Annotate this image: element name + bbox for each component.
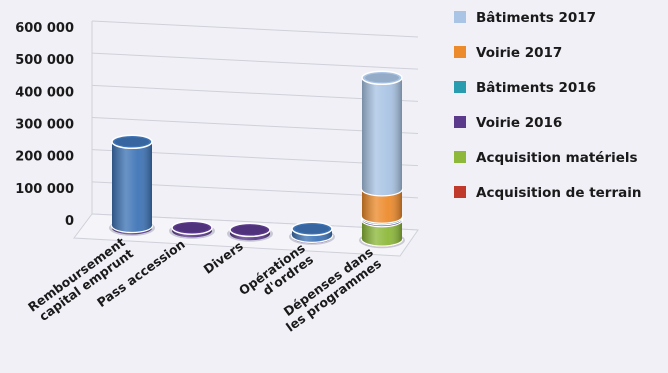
y-tick-label: 0 [65,214,74,229]
bar-shading [362,188,402,223]
y-tick-label: 100 000 [15,182,74,197]
bar-segment [112,141,152,232]
legend-swatch [454,46,466,58]
bar-top-cap [111,134,153,150]
legend-swatch [454,151,466,163]
y-tick-label: 500 000 [15,53,74,68]
legend-item: Acquisition matériels [454,150,638,166]
bar-segment [362,77,402,196]
legend-label: Bâtiments 2017 [476,10,596,26]
gridline [91,52,419,70]
y-tick-label: 400 000 [15,85,74,100]
legend-label: Voirie 2016 [476,115,562,131]
bars [109,70,405,249]
bar-segment [360,219,404,246]
gridline [91,20,419,38]
bar-top-cap [361,70,403,86]
legend-label: Acquisition matériels [476,150,638,166]
legend-label: Bâtiments 2016 [476,80,596,96]
legend-label: Acquisition de terrain [476,185,641,201]
y-tick-label: 600 000 [15,21,74,36]
legend-item: Bâtiments 2016 [454,80,596,96]
bar-top-inner [365,73,399,83]
legend-swatch [454,11,466,23]
legend-swatch [454,116,466,128]
bar-top-inner [295,224,329,234]
legend-item: Voirie 2016 [454,115,562,131]
bar-shading [112,141,152,232]
bar-top-cap [229,222,271,238]
legend-item: Bâtiments 2017 [454,10,596,26]
legend-swatch [454,186,466,198]
bar-top-cap [171,220,213,235]
legend: Bâtiments 2017 Voirie 2017 Bâtiments 2016 V… [454,10,641,201]
bar-top-inner [115,137,149,147]
legend-item: Voirie 2017 [454,45,562,61]
bar-top-inner [233,225,267,235]
y-axis-ticks: 0 100 000 200 000 300 000 400 000 500 000 600 … [15,21,74,229]
bar-top-inner [175,223,209,233]
y-tick-label: 300 000 [15,118,74,133]
bar-shading [362,77,402,196]
bar-top-cap [291,221,333,237]
y-tick-label: 200 000 [15,150,74,165]
legend-label: Voirie 2017 [476,45,562,61]
legend-swatch [454,81,466,93]
bar-segment [360,188,404,223]
legend-item: Acquisition de terrain [454,185,641,201]
